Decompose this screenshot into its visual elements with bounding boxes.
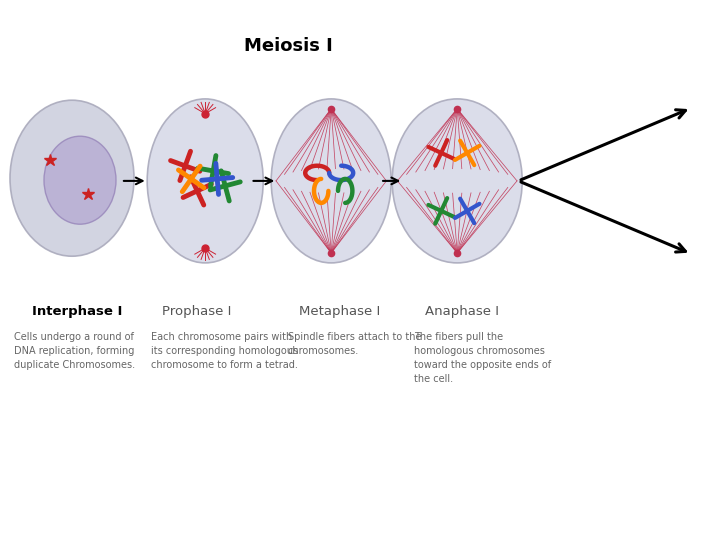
Text: Cells undergo a round of
DNA replication, forming
duplicate Chromosomes.: Cells undergo a round of DNA replication… [14, 332, 135, 370]
Ellipse shape [271, 99, 391, 263]
Text: The fibers pull the
homologous chromosomes
toward the opposite ends of
the cell.: The fibers pull the homologous chromosom… [414, 332, 551, 384]
Text: Each chromosome pairs with
its corresponding homologous
chromosome to form a tet: Each chromosome pairs with its correspon… [151, 332, 298, 370]
Ellipse shape [44, 136, 116, 224]
Ellipse shape [147, 99, 264, 263]
Text: Metaphase I: Metaphase I [299, 305, 380, 318]
Text: Prophase I: Prophase I [162, 305, 231, 318]
Ellipse shape [10, 100, 134, 256]
Text: Meiosis I: Meiosis I [243, 37, 333, 55]
Text: Interphase I: Interphase I [32, 305, 123, 318]
Text: Spindle fibers attach to the
chromosomes.: Spindle fibers attach to the chromosomes… [288, 332, 421, 356]
Text: Anaphase I: Anaphase I [425, 305, 499, 318]
Ellipse shape [392, 99, 522, 263]
